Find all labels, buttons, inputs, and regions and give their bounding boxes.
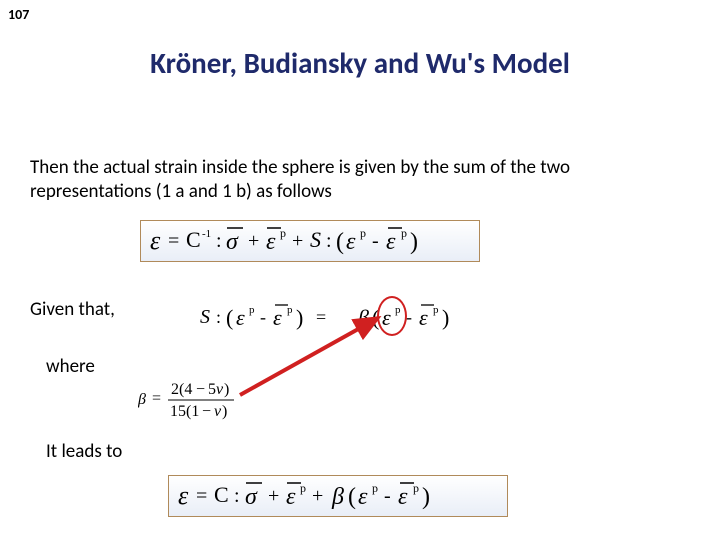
paragraph-intro: Then the actual strain inside the sphere… <box>30 156 670 204</box>
svg-text:σ: σ <box>245 484 258 510</box>
svg-text:): ) <box>222 403 227 420</box>
svg-text:−: − <box>202 403 211 420</box>
svg-text:): ) <box>410 229 418 255</box>
svg-text:-: - <box>372 230 379 252</box>
svg-text::: : <box>216 230 222 252</box>
svg-text:β: β <box>138 391 146 408</box>
svg-text:): ) <box>422 484 430 510</box>
svg-text:ε: ε <box>358 484 368 510</box>
svg-text:S: S <box>200 306 210 328</box>
svg-text:): ) <box>224 381 229 398</box>
svg-text:2(4: 2(4 <box>171 381 192 398</box>
svg-text:ε: ε <box>346 229 356 255</box>
page-title: Kröner, Budiansky and Wu's Model <box>0 45 720 81</box>
svg-text:=: = <box>196 485 207 507</box>
svg-text:ν: ν <box>216 381 224 398</box>
svg-text:p: p <box>280 226 286 240</box>
svg-text:=: = <box>152 390 161 407</box>
svg-text:C: C <box>186 227 201 252</box>
svg-text:+: + <box>292 230 303 252</box>
svg-text::: : <box>216 307 221 327</box>
svg-text:-1: -1 <box>202 228 211 240</box>
page-number: 107 <box>8 6 29 23</box>
label-leads-to: It leads to <box>46 440 122 463</box>
svg-text:): ) <box>442 305 449 330</box>
svg-text:ε: ε <box>386 229 396 255</box>
svg-text:+: + <box>312 485 323 507</box>
equation-2-svg: ε = C : σ + ε p + β ( ε p - ε p ) <box>178 478 498 514</box>
svg-text:p: p <box>360 226 366 240</box>
svg-text:ε: ε <box>266 229 276 255</box>
svg-text:p: p <box>401 226 407 240</box>
svg-text:(: ( <box>348 484 356 510</box>
svg-text:ε: ε <box>419 305 428 330</box>
svg-text:−: − <box>196 381 205 398</box>
svg-text::: : <box>326 230 332 252</box>
svg-text::: : <box>234 485 240 507</box>
svg-text:+: + <box>268 485 279 507</box>
svg-text:ν: ν <box>214 403 222 420</box>
equation-box-1: ε = C -1 : σ + ε p + S : ( ε p - ε p ) <box>140 220 480 262</box>
svg-text:ε: ε <box>150 226 161 255</box>
svg-text:(: ( <box>336 229 344 255</box>
annotation-arrow <box>230 310 400 410</box>
label-given: Given that, <box>30 298 115 321</box>
svg-text:15(1: 15(1 <box>170 403 199 420</box>
svg-text:ε: ε <box>178 481 189 510</box>
svg-text:p: p <box>413 481 419 495</box>
svg-text:ε: ε <box>286 484 296 510</box>
svg-text:C: C <box>214 482 229 507</box>
label-where: where <box>46 355 95 378</box>
svg-text:+: + <box>248 230 259 252</box>
svg-text:5: 5 <box>208 381 216 398</box>
svg-text:p: p <box>372 481 378 495</box>
svg-text:-: - <box>384 485 391 507</box>
svg-text:S: S <box>310 227 321 252</box>
equation-box-2: ε = C : σ + ε p + β ( ε p - ε p ) <box>168 475 508 517</box>
svg-text:σ: σ <box>226 229 239 255</box>
equation-1-svg: ε = C -1 : σ + ε p + S : ( ε p - ε p ) <box>150 223 470 259</box>
svg-text:ε: ε <box>398 484 408 510</box>
svg-text:p: p <box>433 304 439 316</box>
svg-text:p: p <box>300 481 306 495</box>
svg-text:=: = <box>168 230 179 252</box>
svg-text:β: β <box>331 484 344 510</box>
